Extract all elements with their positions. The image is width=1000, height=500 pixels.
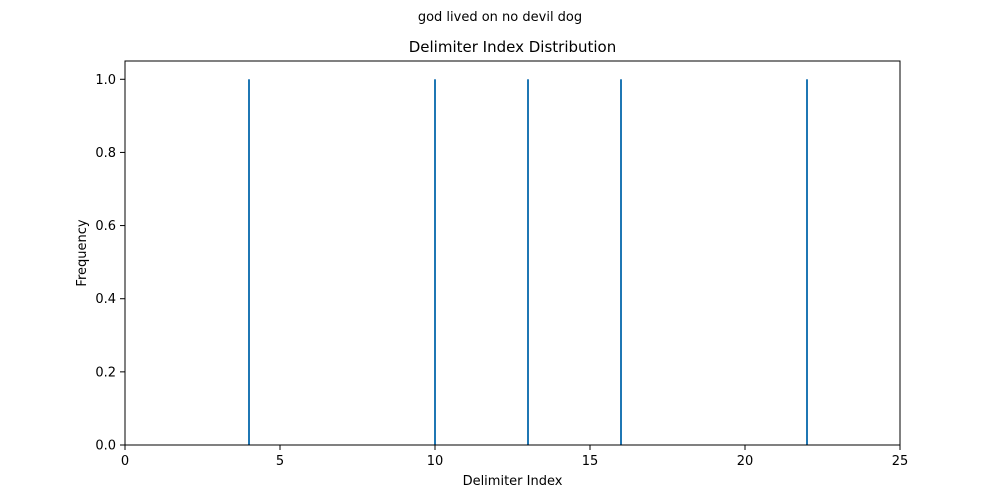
x-tick-label: 0 — [121, 454, 129, 469]
x-axis-ticks: 0 5 10 15 20 25 — [121, 445, 908, 469]
bar-4 — [248, 79, 250, 445]
bar-16 — [620, 79, 622, 445]
x-tick-label: 25 — [892, 454, 909, 469]
bar-13 — [527, 79, 529, 445]
bars-group — [248, 79, 808, 445]
y-axis-ticks: 0.0 0.2 0.4 0.6 0.8 1.0 — [95, 73, 125, 454]
chart-title: Delimiter Index Distribution — [409, 38, 617, 56]
y-axis-label: Frequency — [75, 219, 90, 286]
bar-22 — [806, 79, 808, 445]
x-tick-label: 10 — [427, 454, 444, 469]
y-tick-label: 1.0 — [95, 73, 116, 88]
plot-frame — [124, 60, 901, 446]
y-tick-label: 0.8 — [95, 146, 116, 161]
bar-10 — [434, 79, 436, 445]
x-tick-label: 5 — [276, 454, 284, 469]
y-tick-label: 0.2 — [95, 365, 116, 380]
y-tick-label: 0.6 — [95, 219, 116, 234]
x-axis-label: Delimiter Index — [463, 474, 563, 489]
y-tick-label: 0.0 — [95, 439, 116, 454]
x-tick-label: 15 — [582, 454, 599, 469]
y-tick-label: 0.4 — [95, 292, 116, 307]
chart-suptitle: god lived on no devil dog — [418, 10, 582, 25]
x-tick-label: 20 — [737, 454, 754, 469]
